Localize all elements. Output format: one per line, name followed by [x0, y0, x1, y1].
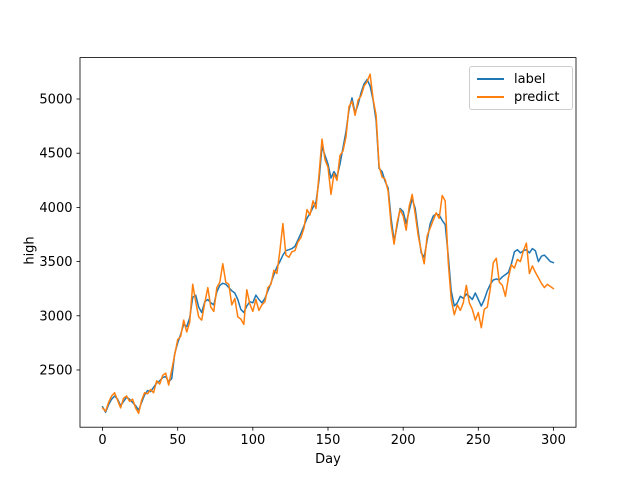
y-axis-title: high — [22, 236, 38, 265]
x-tick-label: 100 — [240, 433, 265, 448]
y-tick-label: 3500 — [39, 255, 72, 270]
x-tick-label: 0 — [98, 433, 106, 448]
label-series-swatch — [477, 78, 504, 80]
y-tick-label: 2500 — [39, 363, 72, 378]
x-tick-label: 200 — [391, 433, 416, 448]
x-tick-label: 50 — [169, 433, 186, 448]
x-tick-label: 150 — [316, 433, 341, 448]
legend: label predict — [469, 66, 573, 110]
plot-area — [79, 57, 577, 428]
x-axis-title: Day — [315, 452, 341, 467]
legend-label-text: label — [514, 71, 546, 87]
predict-series-swatch — [477, 96, 504, 98]
legend-entry-label: label — [477, 71, 565, 88]
x-tick-label: 250 — [466, 433, 491, 448]
y-tick-label: 3000 — [39, 309, 72, 324]
y-tick-label: 4000 — [39, 201, 72, 216]
y-tick-label: 4500 — [39, 147, 72, 162]
x-tick-label: 300 — [541, 433, 566, 448]
legend-entry-predict: predict — [477, 89, 565, 106]
y-tick-label: 5000 — [39, 93, 72, 108]
series-line-predict — [101, 73, 555, 415]
series-line-label — [101, 78, 555, 413]
legend-label-text: predict — [514, 89, 560, 105]
